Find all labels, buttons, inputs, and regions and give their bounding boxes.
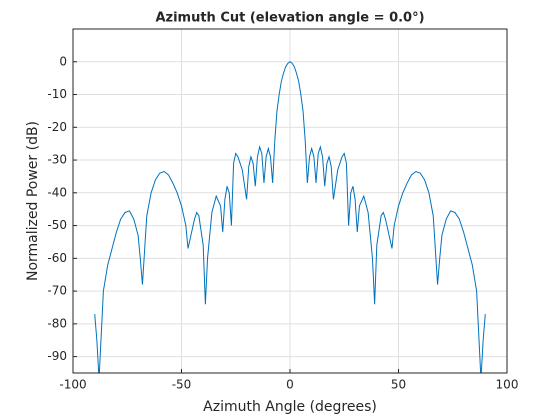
chart-title: Azimuth Cut (elevation angle = 0.0°) bbox=[155, 11, 424, 26]
y-tick-label: -60 bbox=[47, 251, 67, 265]
x-tick-label: -100 bbox=[59, 378, 86, 392]
y-tick-label: -50 bbox=[47, 218, 67, 232]
y-tick-label: -30 bbox=[47, 153, 67, 167]
x-tick-label: 0 bbox=[286, 378, 294, 392]
x-tick-label: 100 bbox=[496, 378, 519, 392]
y-tick-label: -10 bbox=[47, 87, 67, 101]
data-line bbox=[94, 61, 486, 373]
x-tick-label: -50 bbox=[172, 378, 192, 392]
y-tick-label: -70 bbox=[47, 284, 67, 298]
lines bbox=[94, 61, 486, 373]
y-tick-label: -40 bbox=[47, 185, 67, 199]
x-axis-label: Azimuth Angle (degrees) bbox=[203, 399, 377, 415]
y-tick-label: -90 bbox=[47, 349, 67, 363]
y-tick-label: -20 bbox=[47, 120, 67, 134]
y-tick-label: 0 bbox=[59, 54, 67, 68]
y-axis-label: Normalized Power (dB) bbox=[25, 121, 41, 281]
x-tick-label: 50 bbox=[391, 378, 406, 392]
y-tick-label: -80 bbox=[47, 316, 67, 330]
